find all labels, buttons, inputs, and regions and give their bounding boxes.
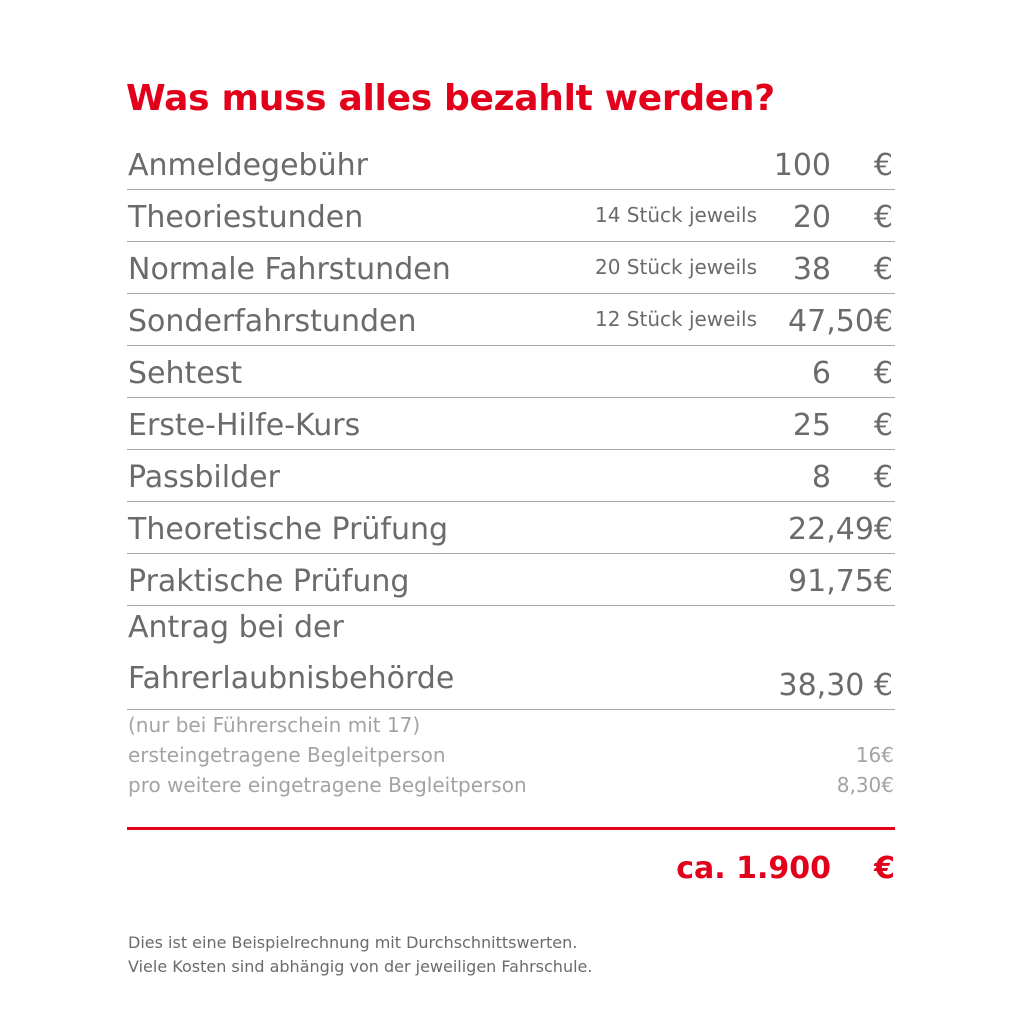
row-amount: 25 — [792, 408, 831, 443]
row-quantity-note: 14 Stück jeweils — [594, 203, 757, 227]
row-currency: € — [873, 252, 893, 287]
row-currency: € — [873, 460, 893, 495]
cost-table: Anmeldegebühr 100 € Theoriestunden 14 St… — [127, 138, 895, 710]
cost-row-theoretische-pruefung: Theoretische Prüfung 22,49€ — [127, 502, 895, 554]
extra-item-value: 16€ — [855, 743, 894, 767]
row-amount: 6 — [811, 356, 831, 391]
row-amount: 38,30 € — [778, 668, 893, 703]
row-label-multiline: Antrag bei der Fahrerlaubnisbehörde — [128, 602, 454, 704]
extra-item: pro weitere eingetragene Begleitperson 8… — [128, 773, 894, 803]
row-label: Theoretische Prüfung — [128, 512, 449, 547]
row-amount: 47,50€ — [788, 304, 893, 339]
extra-item-label: pro weitere eingetragene Begleitperson — [128, 773, 527, 797]
row-amount: 38 — [792, 252, 831, 287]
row-amount: 20 — [792, 200, 831, 235]
extra-condition-text: (nur bei Führerschein mit 17) — [128, 713, 421, 737]
row-quantity-note: 12 Stück jeweils — [594, 307, 757, 331]
cost-row-antrag-fahrerlaubnisbehoerde: Antrag bei der Fahrerlaubnisbehörde 38,3… — [127, 606, 895, 710]
extra-item-label: ersteingetragene Begleitperson — [128, 743, 446, 767]
page-title: Was muss alles bezahlt werden? — [126, 78, 775, 119]
accompanied-driving-extra: (nur bei Führerschein mit 17) ersteinget… — [128, 713, 894, 803]
extra-item-value: 8,30€ — [836, 773, 894, 797]
row-label: Sehtest — [128, 356, 243, 391]
row-amount: 8 — [811, 460, 831, 495]
row-label: Normale Fahrstunden — [128, 252, 451, 287]
row-label: Erste-Hilfe-Kurs — [128, 408, 361, 443]
cost-row-anmeldegebuehr: Anmeldegebühr 100 € — [127, 138, 895, 190]
row-currency: € — [873, 148, 893, 183]
row-amount: 91,75€ — [788, 564, 893, 599]
footnote-line2: Viele Kosten sind abhängig von der jewei… — [128, 957, 593, 976]
row-amount: 100 — [773, 148, 831, 183]
row-label-line1: Antrag bei der — [128, 610, 344, 645]
cost-row-theoriestunden: Theoriestunden 14 Stück jeweils 20 € — [127, 190, 895, 242]
total-divider — [127, 827, 895, 830]
row-amount: 22,49€ — [788, 512, 893, 547]
row-label: Theoriestunden — [128, 200, 364, 235]
row-currency: € — [873, 200, 893, 235]
cost-row-praktische-pruefung: Praktische Prüfung 91,75€ — [127, 554, 895, 606]
row-quantity-note: 20 Stück jeweils — [594, 255, 757, 279]
row-label: Sonderfahrstunden — [128, 304, 417, 339]
row-label: Praktische Prüfung — [128, 564, 410, 599]
row-label: Anmeldegebühr — [128, 148, 368, 183]
footnote: Dies ist eine Beispielrechnung mit Durch… — [128, 931, 592, 979]
total-currency: € — [874, 851, 895, 886]
row-label: Passbilder — [128, 460, 280, 495]
cost-row-normale-fahrstunden: Normale Fahrstunden 20 Stück jeweils 38 … — [127, 242, 895, 294]
footnote-line1: Dies ist eine Beispielrechnung mit Durch… — [128, 933, 578, 952]
total-amount: ca. 1.900 — [676, 851, 831, 886]
extra-item: ersteingetragene Begleitperson 16€ — [128, 743, 894, 773]
row-currency: € — [873, 356, 893, 391]
row-currency: € — [873, 408, 893, 443]
cost-row-erste-hilfe-kurs: Erste-Hilfe-Kurs 25 € — [127, 398, 895, 450]
cost-row-sehtest: Sehtest 6 € — [127, 346, 895, 398]
cost-row-sonderfahrstunden: Sonderfahrstunden 12 Stück jeweils 47,50… — [127, 294, 895, 346]
extra-condition: (nur bei Führerschein mit 17) — [128, 713, 894, 743]
cost-row-passbilder: Passbilder 8 € — [127, 450, 895, 502]
row-label-line2: Fahrerlaubnisbehörde — [128, 661, 455, 696]
